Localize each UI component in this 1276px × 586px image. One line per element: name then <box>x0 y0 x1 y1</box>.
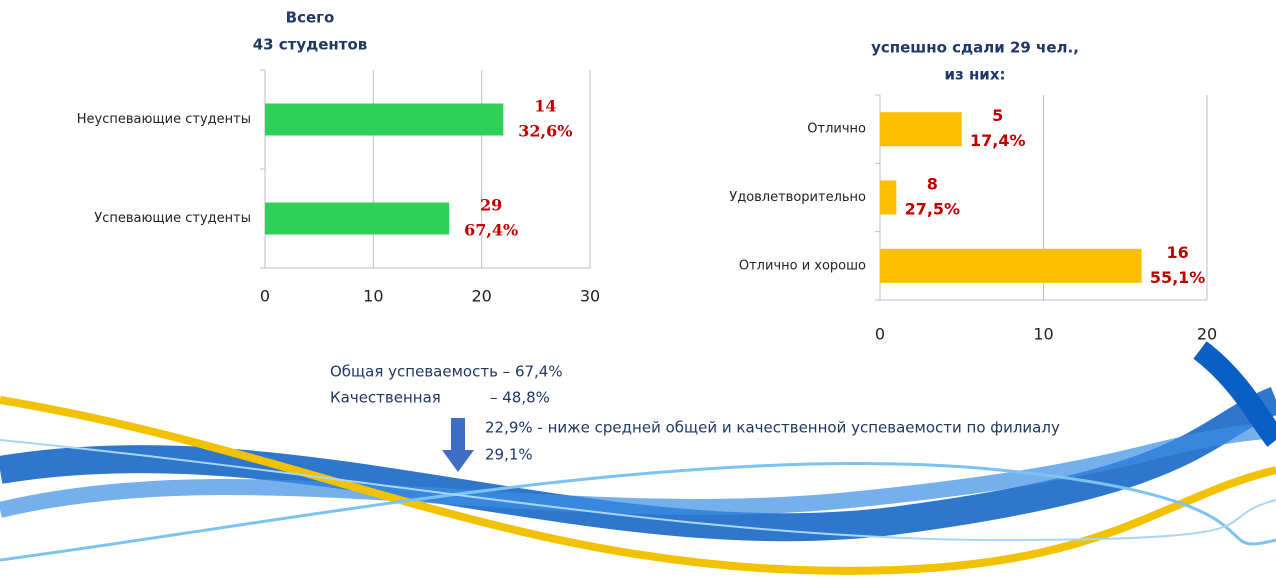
bar-annotation: 14 <box>534 97 556 116</box>
summary-text: Общая успеваемость – 67,4% <box>330 363 563 381</box>
bar <box>880 248 1142 283</box>
bar <box>880 180 897 215</box>
bar-annotation: 29 <box>480 196 502 215</box>
chart-title: успешно сдали 29 чел., <box>871 39 1079 57</box>
x-tick-label: 20 <box>1197 325 1217 344</box>
bar-annotation: 67,4% <box>464 221 518 240</box>
bar-annotation: 8 <box>927 175 938 194</box>
y-tick-label: Отлично и хорошо <box>739 258 866 273</box>
summary-text: 29,1% <box>485 446 533 464</box>
bar <box>265 103 504 136</box>
y-tick-label: Отлично <box>807 122 866 137</box>
chart-title: Всего <box>286 9 335 27</box>
y-tick-label: Успевающие студенты <box>94 211 251 226</box>
bar-annotation: 32,6% <box>518 122 572 141</box>
x-tick-label: 30 <box>580 287 600 306</box>
bar-annotation: 17,4% <box>970 131 1026 150</box>
x-tick-label: 0 <box>875 325 885 344</box>
bar-annotation: 27,5% <box>905 200 961 219</box>
summary-text: – 48,8% <box>490 389 550 407</box>
bar <box>880 112 962 147</box>
summary-text: 22,9% - ниже средней общей и качественно… <box>485 419 1060 437</box>
down-arrow <box>442 418 474 472</box>
x-tick-label: 20 <box>471 287 491 306</box>
bar <box>265 202 450 235</box>
chart-subtitle: 43 студентов <box>253 36 368 54</box>
y-tick-label: Неуспевающие студенты <box>77 112 251 127</box>
y-tick-label: Удовлетворительно <box>729 190 866 205</box>
x-tick-label: 10 <box>1033 325 1053 344</box>
summary-text: Качественная <box>330 389 441 407</box>
background-swooshes <box>0 341 1276 575</box>
bar-annotation: 5 <box>992 106 1003 125</box>
bar-annotation: 55,1% <box>1150 268 1206 287</box>
x-tick-label: 0 <box>260 287 270 306</box>
x-tick-label: 10 <box>363 287 383 306</box>
bar-annotation: 16 <box>1166 243 1188 262</box>
chart-subtitle: из них: <box>945 66 1006 84</box>
